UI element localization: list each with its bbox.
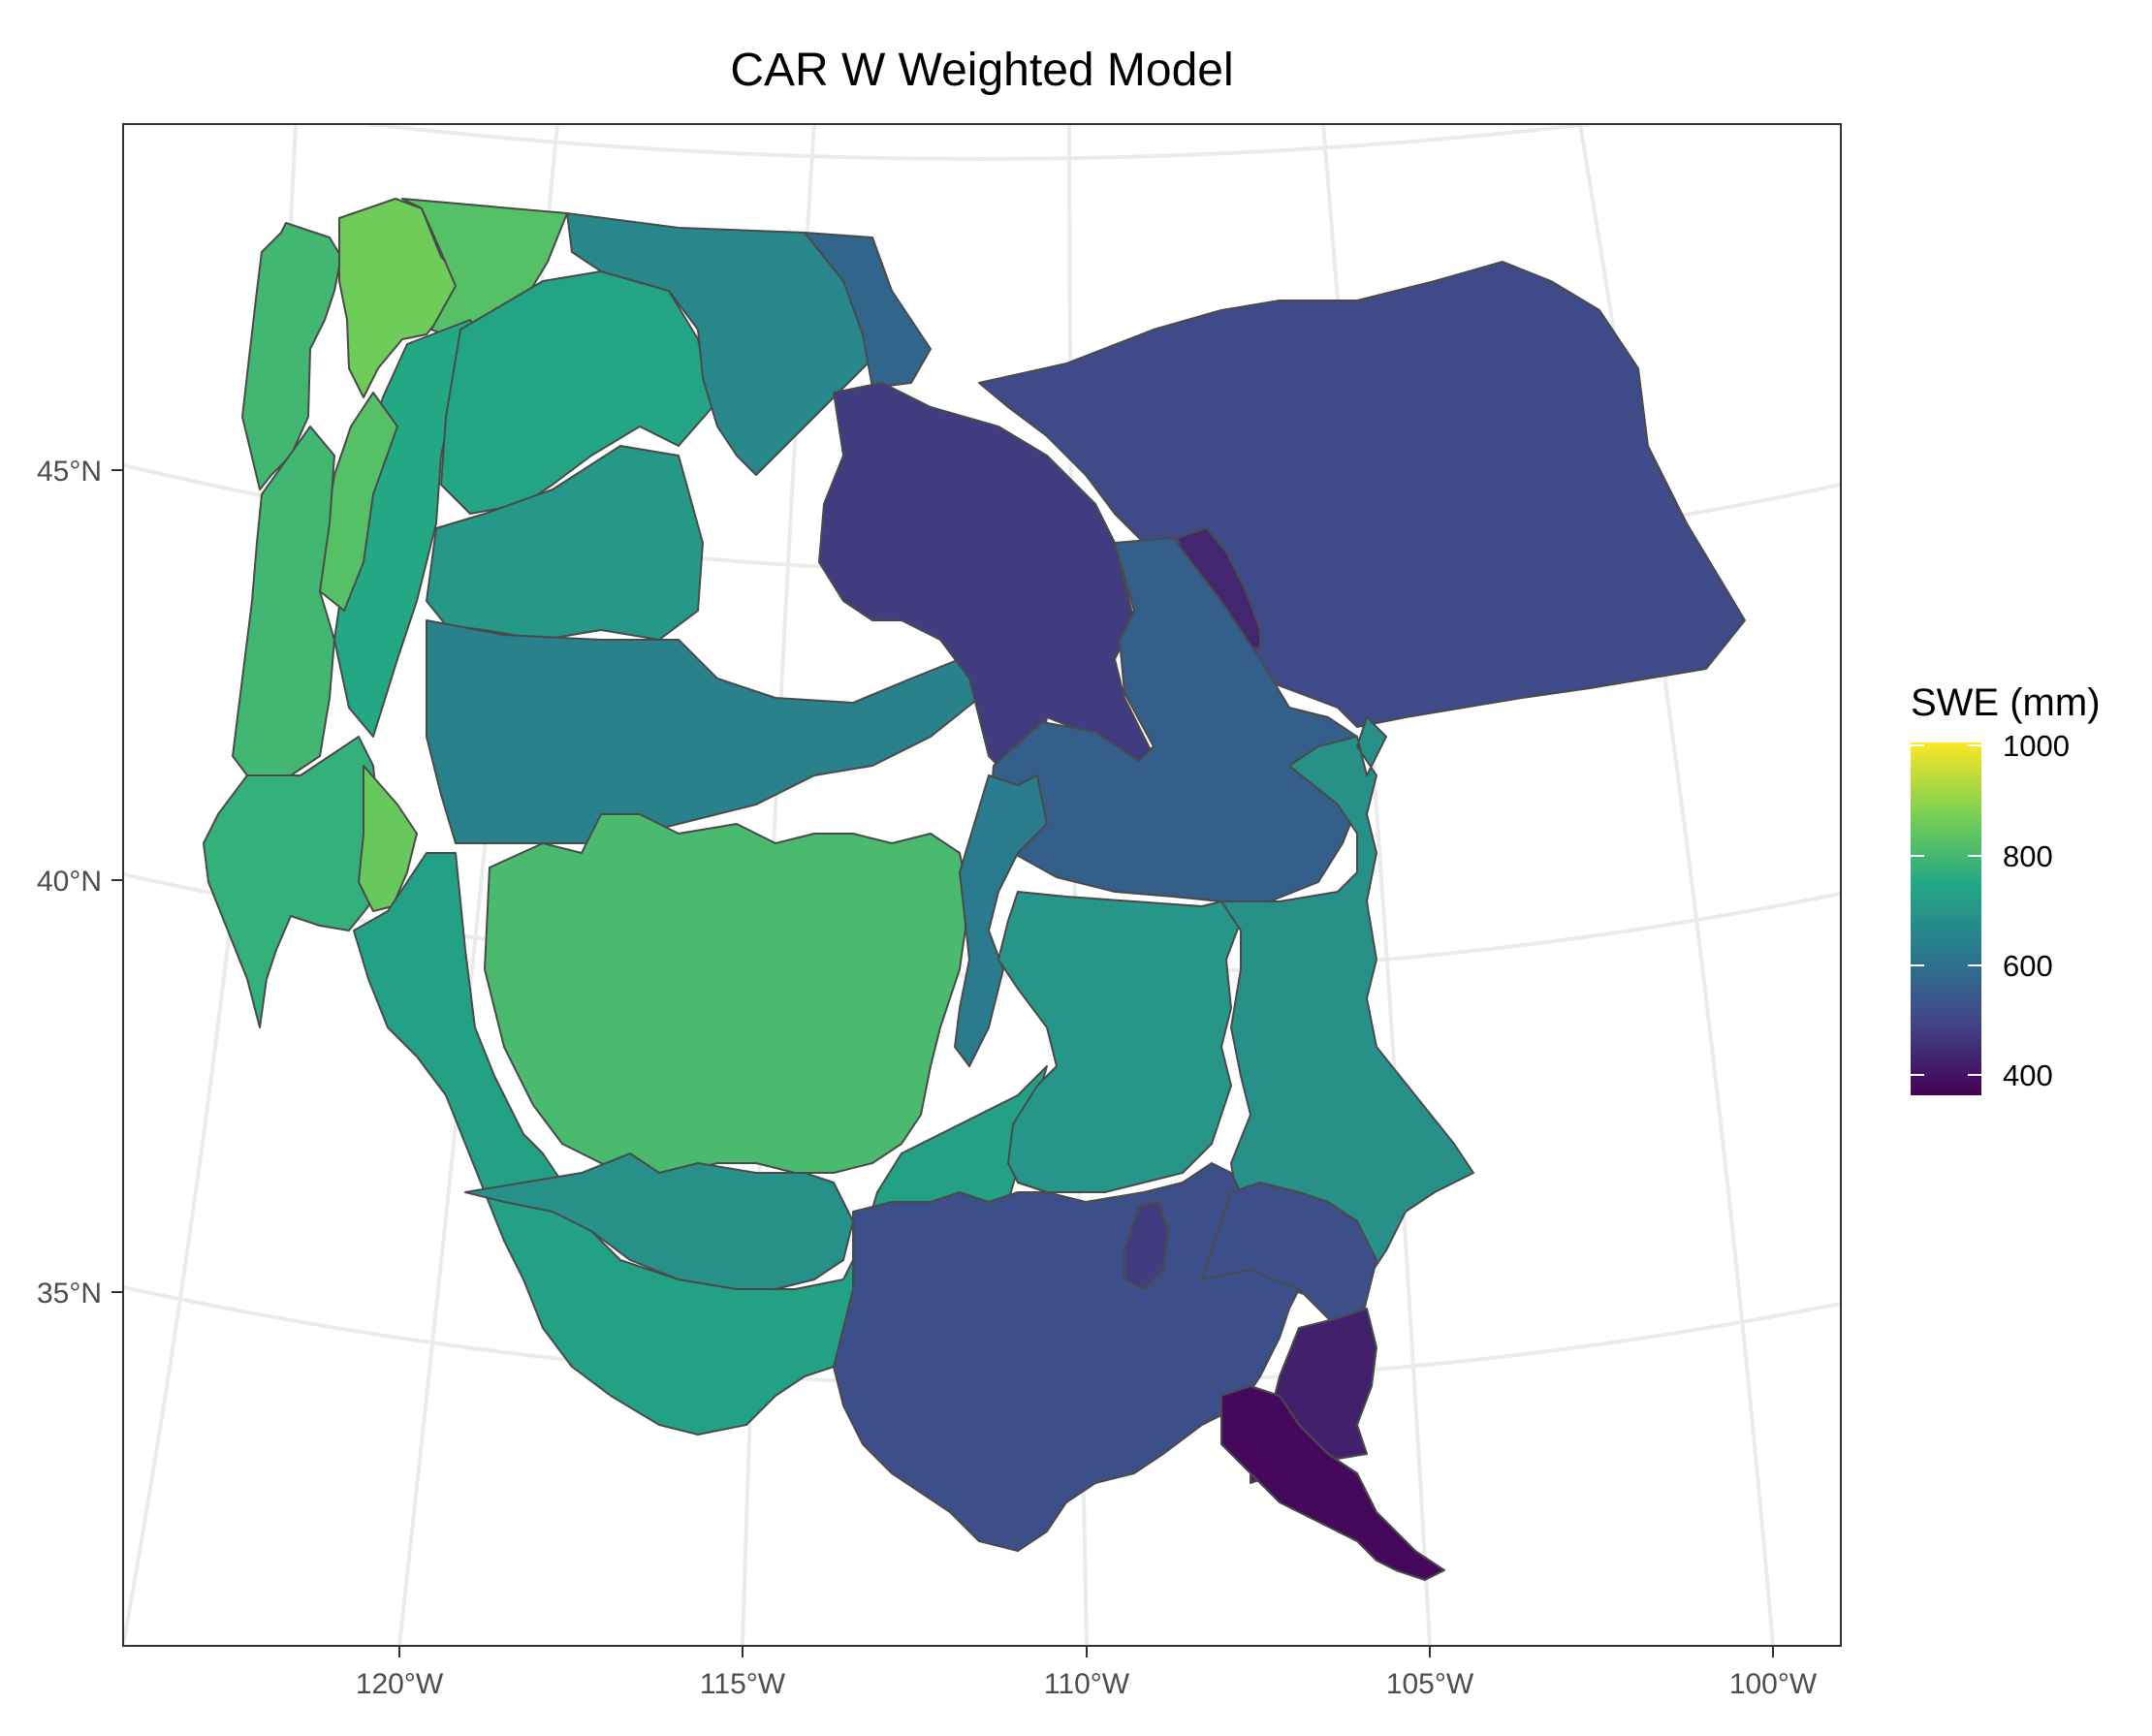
map-title: CAR W Weighted Model (730, 45, 1233, 96)
x-tick-label: 120°W (356, 1668, 444, 1700)
region-rio-grande-upper (1201, 1182, 1377, 1339)
y-tick-label: 35°N (37, 1278, 102, 1310)
legend-colorbar (1911, 742, 1981, 1095)
region-southern-california (464, 1152, 854, 1290)
region-olympic-peninsula-wa-coast (241, 222, 342, 490)
region-klamath-n-california (203, 736, 384, 1028)
map-panel (122, 123, 1842, 1647)
region-oregon-coast (232, 426, 335, 776)
x-axis: 120°W 115°W 110°W 105°W 100°W (356, 1646, 1818, 1700)
legend-tick-label: 600 (2003, 949, 2053, 983)
legend: SWE (mm) 1000 800 600 400 (1911, 681, 2101, 1095)
x-tick-label: 115°W (700, 1668, 786, 1700)
region-front-range-arkansas (1220, 716, 1474, 1300)
legend-tick-label: 400 (2003, 1058, 2053, 1092)
region-platte-river (988, 537, 1363, 902)
x-tick-label: 105°W (1386, 1668, 1474, 1700)
regions-layer (203, 198, 1746, 1581)
y-axis: 45°N 40°N 35°N (37, 456, 123, 1310)
region-missouri-headwaters (804, 232, 932, 389)
region-willamette-valley (319, 392, 398, 612)
legend-tick-label: 1000 (2003, 729, 2070, 763)
region-san-juan-small (1123, 1201, 1169, 1290)
legend-tick-marks (1911, 744, 1981, 1076)
region-great-basin (484, 813, 970, 1174)
x-tick-label: 100°W (1729, 1668, 1818, 1700)
legend-title: SWE (mm) (1911, 681, 2101, 724)
region-snake-river (426, 619, 980, 844)
y-tick-label: 40°N (37, 866, 102, 898)
y-tick-label: 45°N (37, 456, 102, 488)
region-rio-grande-lower (1220, 1385, 1445, 1581)
legend-tick-label: 800 (2003, 839, 2053, 873)
panel-border (122, 123, 1842, 1647)
graticule-line (367, 124, 1591, 161)
region-eastern-great-basin (954, 774, 1048, 1067)
x-tick-label: 110°W (1044, 1668, 1130, 1700)
